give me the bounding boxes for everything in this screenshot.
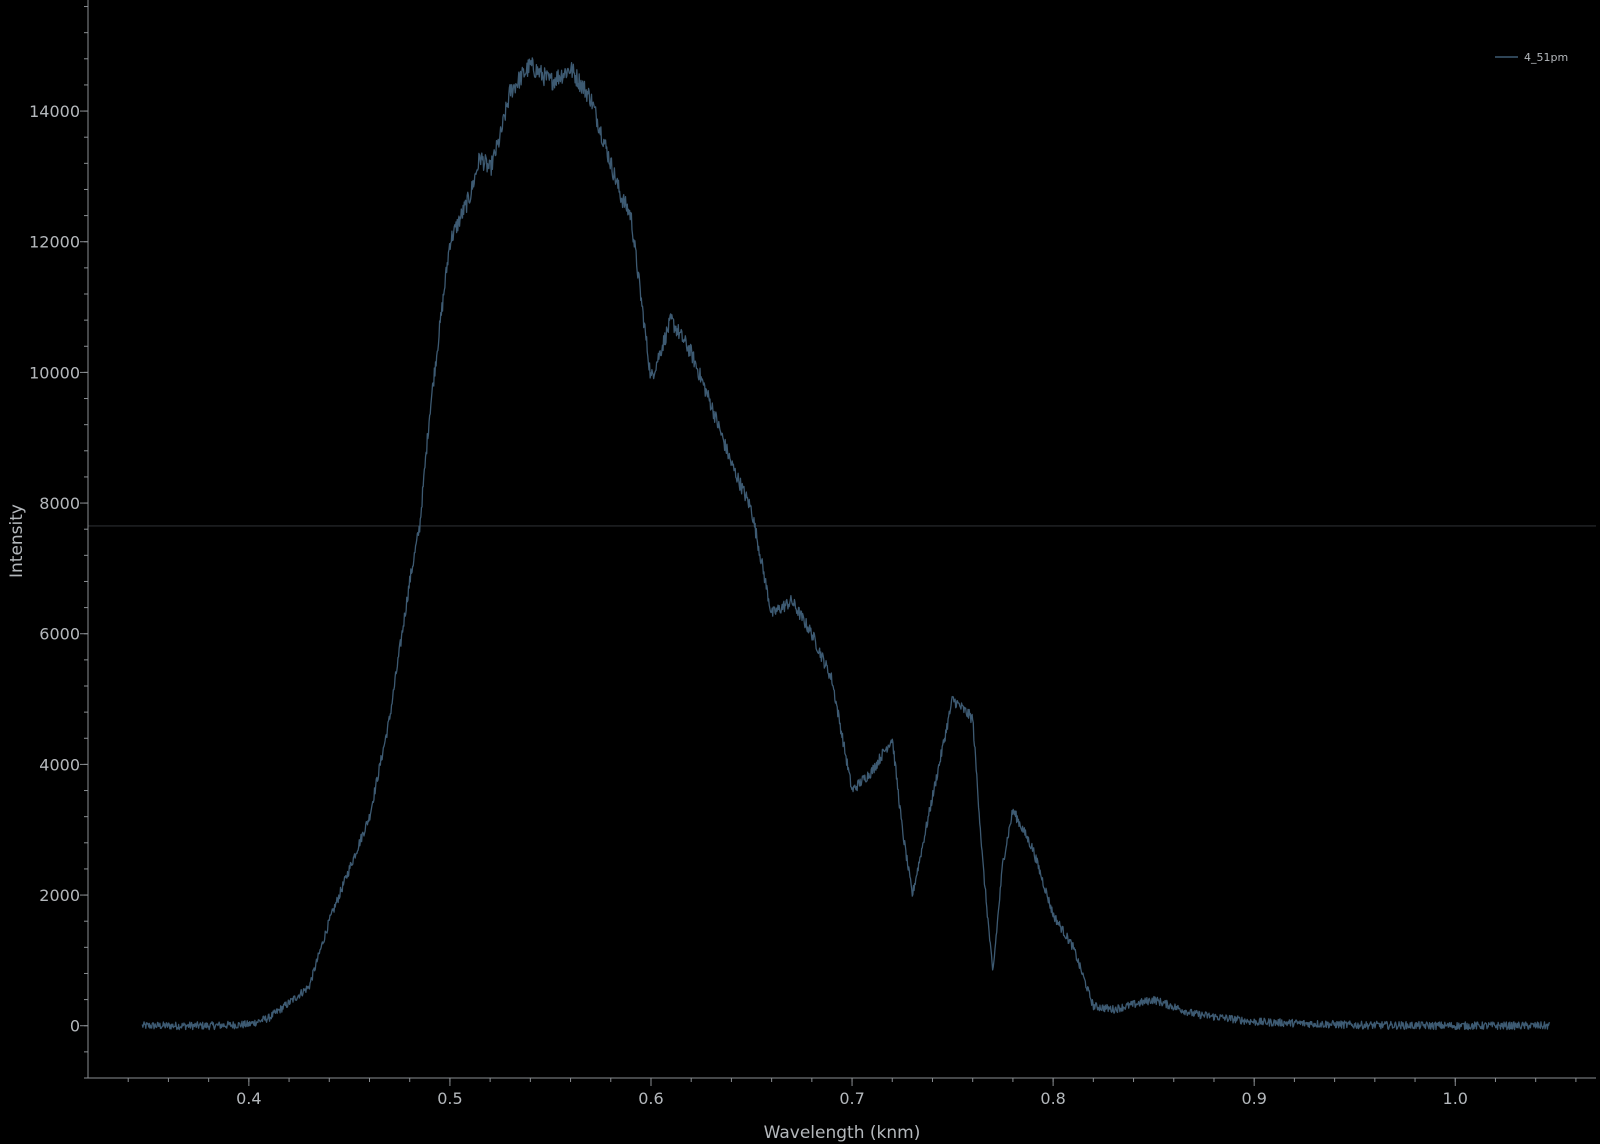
y-tick-label: 10000 — [29, 363, 80, 382]
y-tick-label: 6000 — [39, 625, 80, 644]
x-tick-label: 0.6 — [638, 1089, 663, 1108]
legend-label[interactable]: 4_51pm — [1524, 51, 1568, 64]
y-tick-label: 2000 — [39, 886, 80, 905]
x-tick-label: 0.9 — [1241, 1089, 1266, 1108]
x-tick-label: 0.8 — [1040, 1089, 1065, 1108]
axis-titles: Wavelength (knm) Intensity — [7, 504, 920, 1143]
y-axis-title: Intensity — [7, 504, 27, 578]
x-tick-label: 0.5 — [437, 1089, 462, 1108]
axes-layer: 0.4 0.5 0.6 0.7 0.8 0.9 1.0 0 2000 4000 6000 8000 10… — [29, 0, 1596, 1108]
y-tick-label: 14000 — [29, 102, 80, 121]
y-tick-label: 4000 — [39, 755, 80, 774]
legend[interactable]: 4_51pm — [1495, 51, 1568, 64]
series-line[interactable] — [141, 57, 1551, 1031]
y-tick-label: 0 — [70, 1017, 80, 1036]
x-axis-title: Wavelength (knm) — [764, 1123, 921, 1143]
x-tick-label: 0.7 — [839, 1089, 864, 1108]
x-tick-label: 0.4 — [236, 1089, 261, 1108]
x-tick-label: 1.0 — [1443, 1089, 1468, 1108]
series-layer — [141, 57, 1551, 1031]
y-tick-label: 12000 — [29, 233, 80, 252]
y-tick-label: 8000 — [39, 494, 80, 513]
